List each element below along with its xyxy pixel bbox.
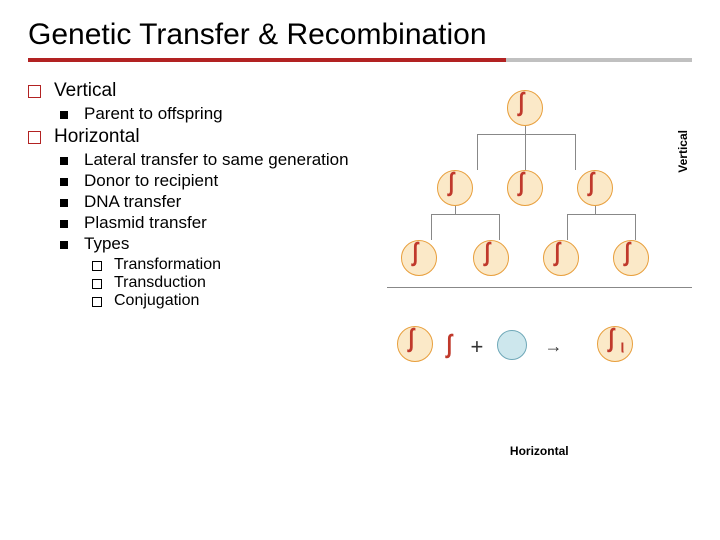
dna-icon: ι	[621, 336, 625, 357]
outline-sublabel: Parent to offspring	[84, 104, 223, 123]
outline-subitem: Plasmid transfer	[58, 213, 387, 233]
outline-label: Vertical	[54, 80, 116, 101]
connector-line	[595, 206, 596, 214]
outline-subsublabel: Conjugation	[114, 292, 199, 309]
dna-icon: ∫	[413, 239, 418, 269]
cell-icon	[613, 240, 649, 276]
content-row: Vertical Parent to offspring Horizontal …	[28, 80, 692, 460]
cell-icon	[597, 326, 633, 362]
dna-icon: ∫	[447, 331, 452, 361]
outline-subsubitem: Conjugation	[90, 292, 387, 310]
horizontal-axis-label: Horizontal	[510, 444, 569, 458]
plus-icon: +	[471, 334, 484, 360]
cell-icon	[397, 326, 433, 362]
connector-line	[635, 214, 636, 240]
figure-horizontal-panel: ∫ ∫ ∫ + → ι	[387, 288, 692, 438]
outline: Vertical Parent to offspring Horizontal …	[28, 80, 387, 460]
connector-line	[525, 126, 526, 170]
outline-subsublabel: Transformation	[114, 256, 221, 273]
dna-icon: ∫	[519, 169, 524, 199]
cell-icon	[507, 90, 543, 126]
outline-subsublabel: Transduction	[114, 274, 206, 291]
connector-line	[477, 134, 478, 170]
vertical-axis-label: Vertical	[676, 130, 690, 173]
outline-sublabel: Lateral transfer to same generation	[84, 150, 349, 169]
connector-line	[567, 214, 635, 215]
slide: Genetic Transfer & Recombination Vertica…	[0, 0, 720, 540]
cell-icon	[437, 170, 473, 206]
cell-icon	[473, 240, 509, 276]
dna-icon: ∫	[625, 239, 630, 269]
slide-title: Genetic Transfer & Recombination	[28, 18, 692, 52]
figure: ∫ ∫ ∫ ∫ ∫ ∫ ∫ ∫ Vertical ∫ ∫ ∫ + → ι Horizontal	[387, 80, 692, 460]
outline-sublabel: DNA transfer	[84, 192, 181, 211]
outline-subitem: Types Transformation Transduction Conjug…	[58, 234, 387, 310]
outline-item: Horizontal Lateral transfer to same gene…	[28, 126, 387, 310]
connector-line	[431, 214, 432, 240]
connector-line	[575, 134, 576, 170]
outline-item: Vertical Parent to offspring	[28, 80, 387, 124]
outline-subitem: Parent to offspring	[58, 104, 387, 124]
dna-icon: ∫	[589, 169, 594, 199]
arrow-right-icon: →	[545, 336, 563, 357]
dna-icon: ∫	[409, 325, 414, 355]
dna-icon: ∫	[555, 239, 560, 269]
figure-vertical-panel: ∫ ∫ ∫ ∫ ∫ ∫ ∫ ∫	[387, 80, 692, 288]
connector-line	[431, 214, 499, 215]
outline-sublabel: Donor to recipient	[84, 171, 218, 190]
connector-line	[477, 134, 575, 135]
outline-sublabel: Plasmid transfer	[84, 213, 207, 232]
cell-icon	[507, 170, 543, 206]
plasmid-icon	[497, 330, 527, 360]
connector-line	[455, 206, 456, 214]
outline-sublabel: Types	[84, 234, 129, 253]
outline-subitem: DNA transfer	[58, 192, 387, 212]
dna-icon: ∫	[485, 239, 490, 269]
cell-icon	[401, 240, 437, 276]
outline-subsubitem: Transformation	[90, 256, 387, 274]
dna-icon: ∫	[449, 169, 454, 199]
dna-icon: ∫	[609, 325, 614, 355]
outline-subsubitem: Transduction	[90, 274, 387, 292]
cell-icon	[543, 240, 579, 276]
outline-subitem: Lateral transfer to same generation	[58, 150, 387, 170]
cell-icon	[577, 170, 613, 206]
outline-label: Horizontal	[54, 126, 140, 147]
connector-line	[567, 214, 568, 240]
dna-icon: ∫	[519, 89, 524, 119]
outline-subitem: Donor to recipient	[58, 171, 387, 191]
connector-line	[499, 214, 500, 240]
title-underline	[28, 58, 692, 62]
